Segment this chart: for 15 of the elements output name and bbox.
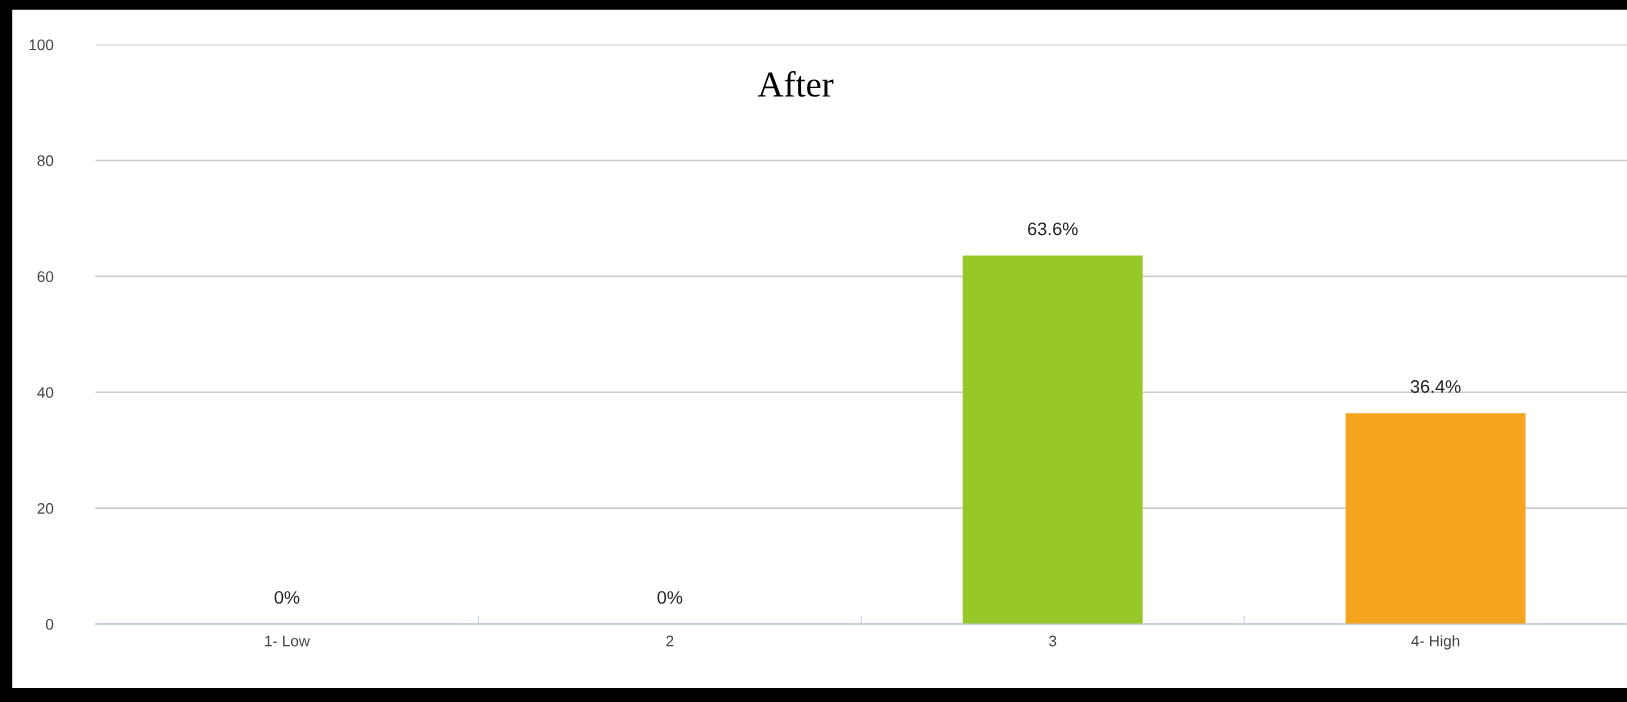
x-tick-label: 4- High	[1411, 635, 1460, 650]
x-tick-label: 2	[666, 635, 674, 647]
y-tick-label: 80	[37, 155, 54, 167]
data-label: 0%	[274, 591, 300, 604]
x-tick-label: 1- Low	[265, 635, 310, 647]
y-tick-label: 0	[45, 618, 54, 630]
y-tick-label: 20	[37, 503, 54, 514]
data-label: 36.4%	[1410, 380, 1461, 393]
text: After	[757, 71, 834, 97]
y-tick-label: 40	[37, 387, 54, 398]
y-tick-label: 100	[29, 39, 54, 51]
y-tick-label: 60	[37, 271, 54, 283]
data-label: 63.6%	[1028, 222, 1078, 236]
x-tick-label: 3	[1049, 635, 1057, 647]
data-label: 0%	[657, 591, 683, 604]
